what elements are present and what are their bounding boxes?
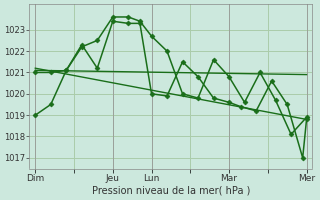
X-axis label: Pression niveau de la mer( hPa ): Pression niveau de la mer( hPa ) (92, 186, 250, 196)
